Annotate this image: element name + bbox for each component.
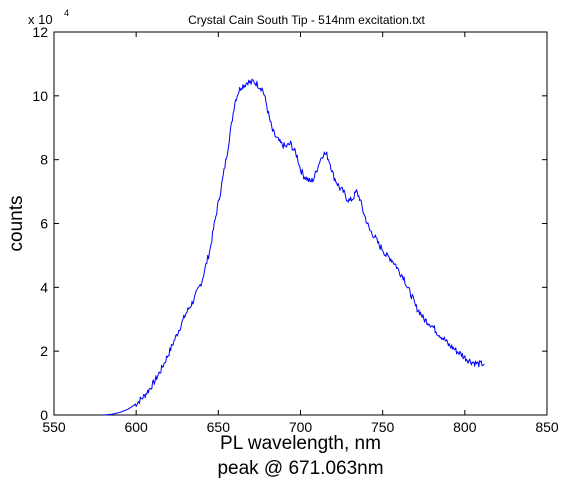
y-tick-label: 10 xyxy=(32,88,48,104)
x-tick-label: 800 xyxy=(453,419,477,435)
y-tick-label: 8 xyxy=(40,152,48,168)
x-axis-label: PL wavelength, nm xyxy=(220,433,381,454)
chart-title: Crystal Cain South Tip - 514nm excitatio… xyxy=(188,13,425,27)
x-tick-label: 700 xyxy=(289,419,313,435)
y-multiplier-base: x 10 xyxy=(28,12,53,27)
y-tick-label: 4 xyxy=(40,279,48,295)
peak-annotation: peak @ 671.063nm xyxy=(217,458,383,479)
y-tick-label: 2 xyxy=(40,343,48,359)
x-tick-label: 650 xyxy=(207,419,231,435)
x-tick-label: 850 xyxy=(535,419,559,435)
y-tick-label: 0 xyxy=(40,407,48,423)
y-tick-label: 6 xyxy=(40,216,48,232)
plot-area xyxy=(53,31,548,416)
x-tick-label: 750 xyxy=(371,419,395,435)
y-axis-label: counts xyxy=(6,196,27,252)
y-axis-ticks: 0 2 4 6 8 10 12 xyxy=(32,24,547,423)
spectrum-line xyxy=(103,78,485,416)
x-tick-label: 600 xyxy=(124,419,148,435)
y-axis-multiplier: x 10 4 xyxy=(28,8,69,27)
y-multiplier-exponent: 4 xyxy=(64,8,69,18)
x-tick-label: 550 xyxy=(42,419,66,435)
y-tick-label: 12 xyxy=(32,24,48,40)
x-axis-ticks: 550 600 650 700 750 800 850 xyxy=(42,32,559,435)
